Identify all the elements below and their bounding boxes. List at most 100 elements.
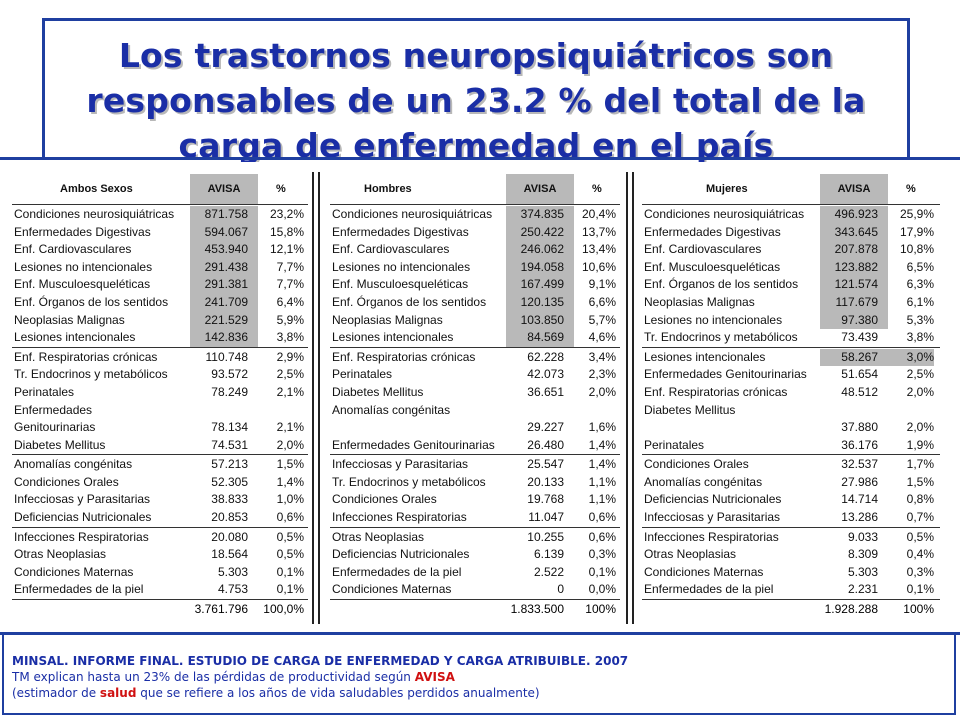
pct-value: 1,7% — [906, 457, 934, 472]
footer-note-1-text: TM explican hasta un 23% de las pérdidas… — [12, 670, 415, 684]
table-row: Condiciones neurosiquiátricas 374.835 20,4… — [330, 206, 620, 224]
cause-name: Diabetes Mellitus — [332, 384, 424, 399]
total-avisa: 1.833.500 — [510, 601, 564, 616]
table-row: Infecciones Respiratorias 9.033 0,5% — [642, 529, 940, 547]
footer-box: MINSAL. INFORME FINAL. ESTUDIO DE CARGA … — [2, 635, 956, 715]
cause-name: Infecciones Respiratorias — [644, 529, 779, 544]
avisa-value: 36.651 — [527, 384, 564, 399]
pct-value: 2,9% — [276, 349, 304, 364]
pct-value: 3,4% — [588, 349, 616, 364]
pct-value: 2,0% — [276, 437, 304, 452]
table-row: Condiciones Maternas 5.303 0,1% — [12, 564, 308, 582]
cause-name: Enf. Respiratorias crónicas — [332, 349, 476, 364]
row-highlight — [190, 258, 258, 277]
avisa-value: 27.986 — [841, 474, 878, 489]
cause-name: Condiciones Maternas — [14, 564, 134, 579]
pct-value: 25,9% — [899, 207, 934, 221]
cause-name: Infecciones Respiratorias — [332, 509, 467, 524]
footer-note-2-pre: (estimador de — [12, 686, 100, 700]
avisa-value: 84.569 — [527, 330, 564, 345]
table-row: Lesiones no intencionales 194.058 10,6% — [330, 258, 620, 277]
pct-value: 0,6% — [276, 509, 304, 524]
table-row: Enfermedades Genitourinarias 51.654 2,5% — [642, 366, 940, 384]
cause-name: Tr. Endocrinos y metabólicos — [644, 330, 798, 345]
avisa-value: 250.422 — [520, 224, 564, 239]
cause-name: Condiciones neurosiquiátricas — [14, 207, 175, 221]
pct-value: 0,1% — [588, 564, 616, 579]
table-heading: Mujeres — [706, 183, 748, 195]
title-box: Los trastornos neuropsiquiátricos son re… — [42, 18, 910, 165]
pct-column-header: % — [906, 183, 916, 195]
row-highlight — [506, 258, 574, 277]
avisa-value: 871.758 — [204, 207, 248, 221]
avisa-value: 11.047 — [528, 509, 564, 524]
table-row: Diabetes Mellitus 74.531 2,0% — [12, 437, 308, 455]
table-row: Infecciones Respiratorias 11.047 0,6% — [330, 509, 620, 527]
avisa-value: 221.529 — [204, 312, 248, 327]
footer-note-2: (estimador de salud que se refiere a los… — [12, 685, 954, 701]
avisa-value: 74.531 — [211, 437, 248, 452]
avisa-value: 4.753 — [217, 582, 248, 597]
row-highlight — [190, 293, 258, 312]
avisa-value: 9.033 — [847, 529, 878, 544]
cause-name: Enfermedades Genitourinarias — [14, 402, 96, 435]
cause-name: Neoplasias Malignas — [14, 312, 125, 327]
total-avisa: 1.928.288 — [824, 601, 878, 616]
avisa-value: 142.836 — [204, 330, 248, 345]
cause-name: Enf. Cardiovasculares — [14, 242, 132, 257]
table-row: Neoplasias Malignas 117.679 6,1% — [642, 293, 940, 312]
cause-name: Deficiencias Nutricionales — [14, 509, 152, 524]
table-row: Otras Neoplasias 18.564 0,5% — [12, 546, 308, 564]
pct-value: 23,2% — [269, 207, 304, 221]
table-row: Enfermedades Digestivas 594.067 15,8% — [12, 223, 308, 242]
avisa-value: 374.835 — [520, 207, 564, 221]
pct-value: 0,7% — [906, 509, 934, 524]
cause-name: Enfermedades Digestivas — [644, 224, 781, 239]
pct-value: 10,8% — [899, 242, 934, 257]
table-row: Deficiencias Nutricionales 6.139 0,3% — [330, 546, 620, 564]
footer-salud-term: salud — [99, 686, 137, 700]
pct-value: 0,1% — [276, 582, 304, 597]
table-row: Perinatales 78.249 2,1% — [12, 384, 308, 402]
total-row: 1.833.500 100% — [330, 598, 620, 618]
table-row: Condiciones neurosiquiátricas 496.923 25,9… — [642, 206, 940, 224]
row-highlight — [820, 258, 888, 277]
pct-value: 0,3% — [906, 564, 934, 579]
cause-name: Enfermedades de la piel — [644, 582, 774, 597]
pct-value: 2,1% — [276, 384, 304, 399]
pct-value: 3,8% — [906, 330, 934, 345]
avisa-value: 20.133 — [527, 474, 564, 489]
table-row: Infecciosas y Parasitarias 38.833 1,0% — [12, 491, 308, 509]
cause-name: Anomalías congénitas — [14, 457, 133, 472]
total-pct: 100% — [585, 601, 616, 616]
pct-value: 2,5% — [276, 367, 304, 382]
avisa-value: 2.231 — [847, 582, 878, 597]
pct-value: 1,4% — [588, 437, 616, 452]
table-row: Tr. Endocrinos y metabólicos 93.572 2,5% — [12, 366, 308, 384]
cause-name: Enfermedades de la piel — [14, 582, 144, 597]
avisa-value: 25.547 — [527, 457, 564, 472]
footer-note-2-post: que se refiere a los años de vida saluda… — [136, 686, 540, 700]
pct-value: 10,6% — [581, 259, 616, 274]
cause-name: Condiciones Orales — [14, 474, 119, 489]
table-row: Diabetes Mellitus 37.880 2,0% — [642, 402, 940, 437]
row-highlight — [506, 329, 574, 347]
table-row: Anomalías congénitas 57.213 1,5% — [12, 456, 308, 474]
pct-value: 9,1% — [588, 277, 616, 292]
avisa-value: 5.303 — [217, 564, 248, 579]
avisa-value: 42.073 — [527, 367, 564, 382]
pct-value: 6,6% — [588, 294, 616, 309]
pct-value: 5,9% — [276, 312, 304, 327]
table-row: Otras Neoplasias 8.309 0,4% — [642, 546, 940, 564]
table-row: Enfermedades de la piel 2.522 0,1% — [330, 564, 620, 582]
table-row: Otras Neoplasias 10.255 0,6% — [330, 529, 620, 547]
pct-value: 2,1% — [276, 420, 304, 435]
table-row: Lesiones no intencionales 97.380 5,3% — [642, 311, 940, 330]
column-separator — [318, 172, 320, 624]
avisa-value: 207.878 — [834, 242, 878, 257]
cause-name: Condiciones neurosiquiátricas — [644, 207, 805, 221]
pct-value: 6,3% — [906, 277, 934, 292]
cause-name: Anomalías congénitas — [644, 474, 763, 489]
table-heading: Hombres — [364, 183, 412, 195]
table-row: Tr. Endocrinos y metabólicos 20.133 1,1% — [330, 474, 620, 492]
